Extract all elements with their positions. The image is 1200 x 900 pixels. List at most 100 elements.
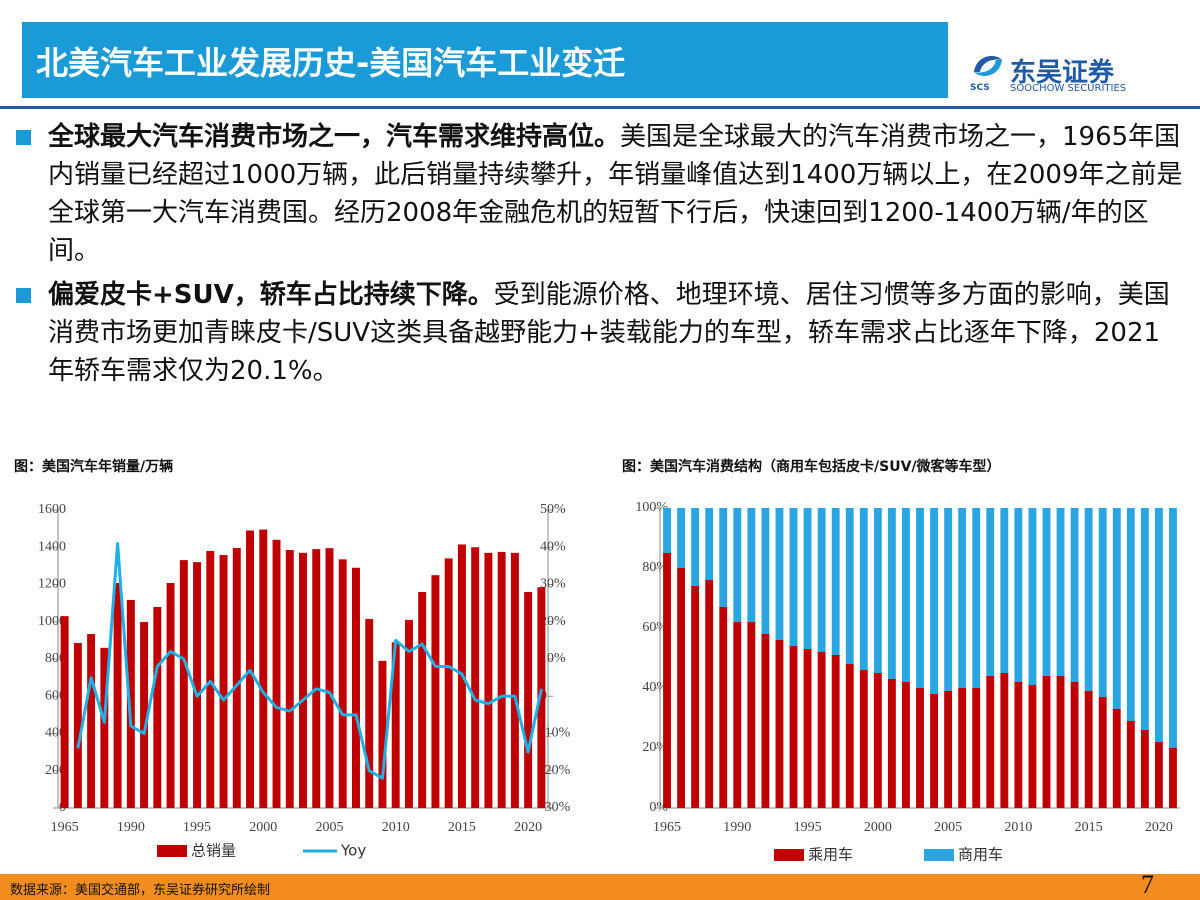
bar-segment [944,691,953,808]
bar-segment [1070,682,1079,808]
bar [378,660,387,808]
bar-segment [873,673,882,808]
bar-segment [1056,508,1065,676]
header-rule [0,106,1200,109]
tick-label: 1600 [38,502,66,517]
bar-segment [1126,508,1135,721]
x-tick-label: 2020 [1145,820,1173,835]
legend-label: 总销量 [191,842,236,860]
bar-segment [1126,721,1135,808]
bar [126,599,135,808]
bar-segment [986,508,995,676]
tick-label: -10% [540,726,571,741]
bar-segment [930,694,938,808]
legend-label: 乘用车 [808,846,853,864]
bar-segment [817,508,826,652]
bar-segment [775,640,784,808]
bar-segment [902,508,910,682]
logo-mark: SCS [970,83,990,93]
bar [285,550,294,808]
bar-segment [972,688,981,808]
bar-segment [1000,673,1009,808]
bar-segment [845,508,854,664]
bar [87,634,96,808]
bar-segment [1084,508,1093,691]
bar-segment [1154,508,1163,742]
bar [471,547,480,808]
chart-title: 图：美国汽车年销量/万辆 [14,459,174,475]
x-tick-label: 2015 [448,820,476,835]
tick-label: 40% [540,539,566,554]
bar-segment [747,508,756,622]
tick-label: 80% [642,560,668,575]
bar-segment [859,508,868,670]
bullet: 偏爱皮卡+SUV，轿车占比持续下降。受到能源价格、地理环境、居住习惯等多方面的影… [14,276,1186,390]
bar-segment [677,508,686,568]
bar-segment [986,676,995,808]
bar-segment [705,508,714,580]
bar-segment [1169,747,1177,808]
x-tick-label: 2000 [864,820,892,835]
bar-segment [958,508,967,688]
bar [338,559,347,808]
bar-segment [817,652,826,808]
bar-segment [789,508,798,646]
x-tick-label: 2010 [1004,820,1032,835]
bar-segment [1140,508,1149,730]
bar-segment [831,508,840,655]
logo-name-en: SOOCHOW SECURITIES [1010,83,1127,94]
bar [537,587,546,808]
bar [365,618,374,808]
legend-swatch [774,849,804,861]
x-tick-label: 2010 [382,820,410,835]
bullet-text: 美国是全球最大的汽车消费市场之一，1965年国内销量已经超过1000万辆，此后销… [48,122,1183,266]
tick-label: 1000 [38,614,66,629]
x-tick-label: 1995 [794,820,822,835]
logo-name: 东吴证券 [1010,58,1115,88]
bar-segment [733,622,742,808]
tick-label: -20% [540,763,571,778]
bullet: 全球最大汽车消费市场之一，汽车需求维持高位。美国是全球最大的汽车消费市场之一，1… [14,118,1186,270]
bar-segment [1042,676,1051,808]
tick-label: 10% [540,651,566,666]
bar [510,552,519,808]
x-tick-label: 1990 [723,820,751,835]
bar [193,562,202,808]
x-tick-label: 2005 [315,820,343,835]
bar-segment [733,508,742,622]
bar-segment [972,508,981,688]
bar-segment [691,508,700,586]
bar-segment [902,682,910,808]
x-tick-label: 1965 [51,820,79,835]
bar-segment [831,655,840,808]
bar-segment [1112,709,1121,808]
bar [299,552,307,808]
bar [444,558,453,808]
x-tick-label: 2005 [934,820,962,835]
bar-segment [873,508,882,673]
bullet-text: 受到能源价格、地理环境、居住习惯等多方面的影响，美国消费市场更加青睐皮卡/SUV… [48,280,1170,386]
bar-segment [677,568,686,808]
logo: SCS 东吴证券 SOOCHOW SECURITIES [968,50,1168,98]
bar-segment [1014,508,1023,682]
bar-segment [803,649,812,808]
bar-segment [1084,691,1093,808]
bar-segment [1070,508,1079,682]
bar [206,550,215,808]
bar-segment [705,580,714,808]
bar-segment [1028,685,1037,808]
bar-segment [775,508,784,640]
page-number: 7 [1141,870,1154,899]
tick-label: 50% [540,502,566,517]
legend-label: Yoy [340,842,366,860]
tick-label: -30% [540,800,571,815]
bar-segment [1056,676,1065,808]
source-note: 数据来源：美国交通部，东吴证券研究所绘制 [10,883,271,898]
header-bar: 北美汽车工业发展历史-美国汽车工业变迁 [22,22,948,98]
bar [153,607,162,808]
bar [179,560,188,808]
bar-segment [1112,508,1121,709]
x-tick-label: 1995 [183,820,211,835]
bar-segment [1098,697,1107,808]
